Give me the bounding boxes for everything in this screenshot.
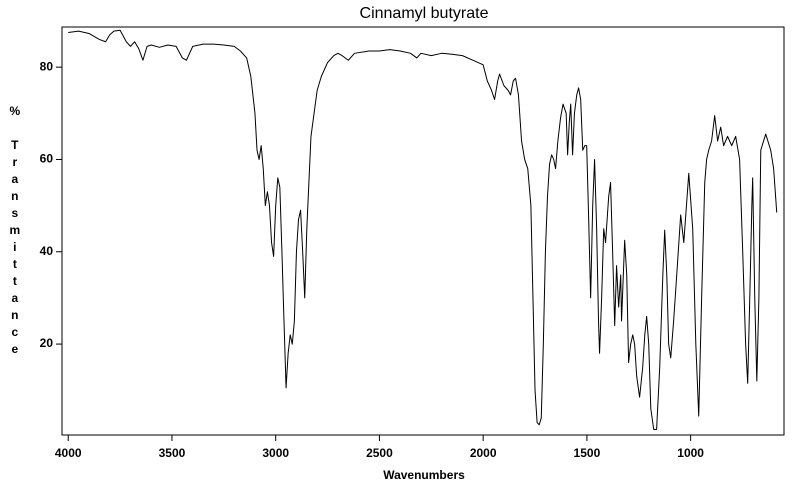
spectrum-line bbox=[68, 29, 778, 430]
x-tick-label: 2000 bbox=[470, 446, 497, 460]
x-tick-label: 2500 bbox=[366, 446, 393, 460]
chart-title: Cinnamyl butyrate bbox=[360, 5, 489, 22]
y-tick-label: 60 bbox=[40, 152, 54, 166]
y-tick-label: 40 bbox=[40, 244, 54, 258]
x-tick-label: 1000 bbox=[677, 446, 704, 460]
y-axis-label: % Transmittance bbox=[8, 104, 22, 359]
plot-frame bbox=[61, 26, 785, 436]
y-tick-label: 80 bbox=[40, 59, 54, 73]
x-tick-label: 1500 bbox=[574, 446, 601, 460]
x-tick-label: 3500 bbox=[159, 446, 186, 460]
x-tick-label: 4000 bbox=[55, 446, 82, 460]
x-tick-label: 3000 bbox=[262, 446, 289, 460]
x-axis-label: Wavenumbers bbox=[383, 468, 465, 482]
y-tick-label: 20 bbox=[40, 336, 54, 350]
